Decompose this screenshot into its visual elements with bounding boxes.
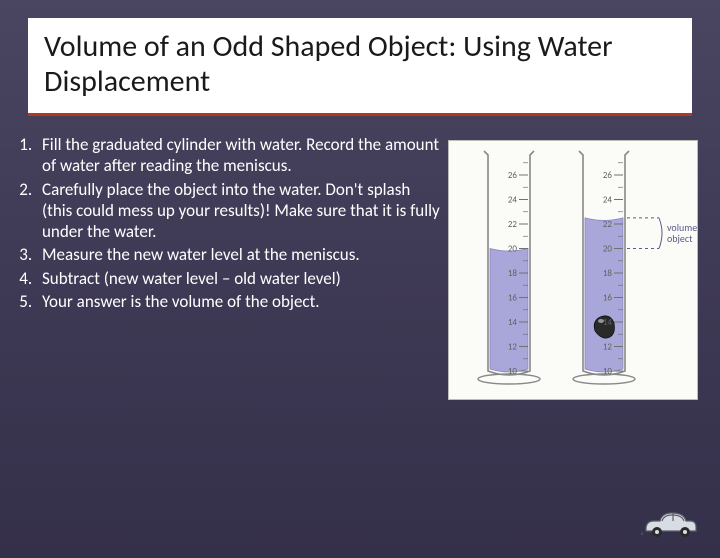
svg-text:14: 14 (603, 317, 613, 328)
car-svg (640, 507, 700, 539)
cylinders-svg: 101214161820222426101214161820222426volu… (449, 141, 699, 399)
ordered-steps: Fill the graduated cylinder with water. … (10, 134, 440, 312)
step-item: Fill the graduated cylinder with water. … (36, 134, 440, 177)
car-icon (640, 507, 700, 544)
svg-text:12: 12 (508, 342, 518, 353)
svg-text:26: 26 (603, 170, 613, 181)
svg-text:22: 22 (508, 219, 518, 230)
slide-title: Volume of an Odd Shaped Object: Using Wa… (44, 30, 676, 99)
svg-text:16: 16 (603, 293, 613, 304)
svg-text:24: 24 (603, 195, 613, 206)
svg-text:18: 18 (603, 268, 613, 279)
svg-text:object: object (667, 232, 693, 245)
svg-text:20: 20 (508, 244, 518, 255)
svg-text:22: 22 (603, 219, 613, 230)
svg-text:12: 12 (603, 342, 613, 353)
cylinder-diagram: 101214161820222426101214161820222426volu… (448, 134, 710, 414)
step-item: Subtract (new water level – old water le… (36, 268, 440, 289)
svg-text:26: 26 (508, 170, 518, 181)
svg-text:20: 20 (603, 244, 613, 255)
slide: Volume of an Odd Shaped Object: Using Wa… (0, 18, 720, 558)
content-row: Fill the graduated cylinder with water. … (0, 116, 720, 414)
diagram-frame: 101214161820222426101214161820222426volu… (448, 140, 698, 400)
svg-text:10: 10 (508, 366, 518, 377)
svg-text:18: 18 (508, 268, 518, 279)
svg-text:16: 16 (508, 293, 518, 304)
svg-text:10: 10 (603, 366, 613, 377)
steps-list: Fill the graduated cylinder with water. … (10, 134, 440, 414)
svg-text:24: 24 (508, 195, 518, 206)
step-item: Measure the new water level at the menis… (36, 244, 440, 265)
title-container: Volume of an Odd Shaped Object: Using Wa… (28, 18, 692, 116)
step-item: Carefully place the object into the wate… (36, 179, 440, 243)
step-item: Your answer is the volume of the object. (36, 291, 440, 312)
svg-text:14: 14 (508, 317, 518, 328)
